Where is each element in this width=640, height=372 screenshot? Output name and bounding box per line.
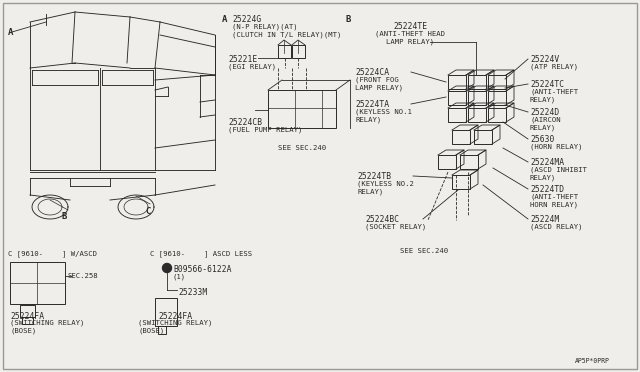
Text: (CLUTCH IN T/L RELAY)(MT): (CLUTCH IN T/L RELAY)(MT) (232, 31, 341, 38)
Bar (448, 91, 466, 105)
Text: B09566-6122A: B09566-6122A (173, 265, 232, 274)
Text: 25224M: 25224M (530, 215, 559, 224)
Text: 25221E: 25221E (228, 55, 257, 64)
Text: RELAY): RELAY) (355, 116, 381, 122)
Text: 25224TA: 25224TA (355, 100, 389, 109)
Text: B: B (345, 15, 350, 24)
Text: 25224FA: 25224FA (10, 312, 44, 321)
Text: SEE SEC.240: SEE SEC.240 (278, 145, 326, 151)
Text: A: A (222, 15, 227, 24)
Text: RELAY): RELAY) (357, 188, 383, 195)
Text: 25224V: 25224V (530, 55, 559, 64)
Text: AP5P*0PRP: AP5P*0PRP (575, 358, 610, 364)
Text: (EGI RELAY): (EGI RELAY) (228, 63, 276, 70)
Text: (SWITCHING RELAY): (SWITCHING RELAY) (10, 320, 84, 327)
Text: 25224BC: 25224BC (365, 215, 399, 224)
Text: C [9610-: C [9610- (150, 250, 185, 257)
Bar (448, 75, 466, 89)
Text: (N-P RELAY)(AT): (N-P RELAY)(AT) (232, 23, 298, 29)
Text: (ANTI-THEFT HEAD: (ANTI-THEFT HEAD (375, 30, 445, 36)
Text: 25224CA: 25224CA (355, 68, 389, 77)
Text: 25233M: 25233M (178, 288, 207, 297)
Text: SEE SEC.240: SEE SEC.240 (400, 248, 448, 254)
Text: 25224G: 25224G (232, 15, 261, 24)
Text: (ASCD RELAY): (ASCD RELAY) (530, 223, 582, 230)
Bar (452, 175, 470, 189)
Text: (1): (1) (173, 273, 186, 279)
Text: 25630: 25630 (530, 135, 554, 144)
Text: (ASCD INHIBIT: (ASCD INHIBIT (530, 166, 587, 173)
Bar (468, 75, 486, 89)
Text: A: A (8, 28, 13, 37)
Bar (20, 305, 35, 317)
Text: LAMP RELAY): LAMP RELAY) (386, 38, 434, 45)
Text: (FRONT FOG: (FRONT FOG (355, 76, 399, 83)
Circle shape (163, 263, 172, 273)
Text: SEC.258: SEC.258 (68, 273, 99, 279)
Text: 25224TD: 25224TD (530, 185, 564, 194)
Bar (10, 262, 65, 304)
Text: (SWITCHING RELAY): (SWITCHING RELAY) (138, 320, 212, 327)
Text: 25224TE: 25224TE (393, 22, 427, 31)
Text: (HORN RELAY): (HORN RELAY) (530, 143, 582, 150)
Text: 25224FA: 25224FA (158, 312, 192, 321)
Text: (BOSE): (BOSE) (138, 328, 164, 334)
Bar (448, 108, 466, 122)
Text: ] ASCD LESS: ] ASCD LESS (204, 250, 252, 257)
Bar (488, 108, 506, 122)
Bar (468, 91, 486, 105)
Text: LAMP RELAY): LAMP RELAY) (355, 84, 403, 90)
Text: 25224MA: 25224MA (530, 158, 564, 167)
Text: RELAY): RELAY) (530, 96, 556, 103)
Text: (KEYLESS NO.1: (KEYLESS NO.1 (355, 108, 412, 115)
Bar (474, 130, 492, 144)
Text: HORN RELAY): HORN RELAY) (530, 201, 578, 208)
Text: B: B (62, 212, 67, 221)
Text: RELAY): RELAY) (530, 174, 556, 180)
Bar (158, 326, 166, 334)
Text: (FUEL PUMP RELAY): (FUEL PUMP RELAY) (228, 126, 302, 132)
Text: (ANTI-THEFT: (ANTI-THEFT (530, 193, 578, 199)
Bar (278, 45, 291, 58)
Text: ] W/ASCD: ] W/ASCD (62, 250, 97, 257)
Text: (KEYLESS NO.2: (KEYLESS NO.2 (357, 180, 414, 186)
Bar (468, 108, 486, 122)
Text: 25224TC: 25224TC (530, 80, 564, 89)
Text: 25224D: 25224D (530, 108, 559, 117)
Text: C: C (145, 207, 150, 216)
Text: 25224CB: 25224CB (228, 118, 262, 127)
Bar (22, 317, 33, 324)
Text: (ATP RELAY): (ATP RELAY) (530, 63, 578, 70)
Text: (ANTI-THEFT: (ANTI-THEFT (530, 88, 578, 94)
Bar (488, 91, 506, 105)
Text: RELAY): RELAY) (530, 124, 556, 131)
Text: (SOCKET RELAY): (SOCKET RELAY) (365, 223, 426, 230)
Text: (AIRCON: (AIRCON (530, 116, 561, 122)
Bar (292, 45, 305, 58)
Text: 25224TB: 25224TB (357, 172, 391, 181)
Bar (438, 155, 456, 169)
Bar (488, 75, 506, 89)
Bar (452, 130, 470, 144)
Bar (155, 298, 177, 326)
Text: C [9610-: C [9610- (8, 250, 43, 257)
Text: (BOSE): (BOSE) (10, 328, 36, 334)
Bar (268, 90, 336, 128)
Bar (460, 155, 478, 169)
